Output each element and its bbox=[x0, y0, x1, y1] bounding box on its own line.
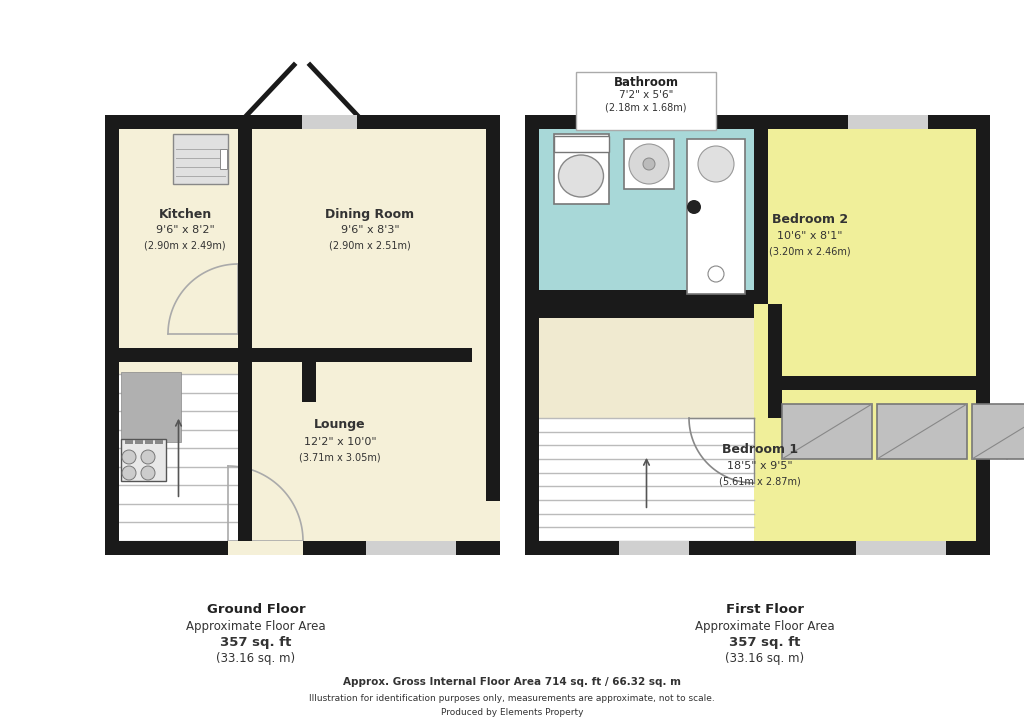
Bar bbox=[366, 541, 456, 555]
Circle shape bbox=[141, 450, 155, 464]
Text: 18'5" x 9'5": 18'5" x 9'5" bbox=[727, 461, 793, 471]
Bar bbox=[252, 348, 302, 362]
Bar bbox=[173, 134, 228, 184]
Bar bbox=[228, 541, 303, 555]
Text: First Floor: First Floor bbox=[726, 603, 804, 616]
Bar bbox=[486, 115, 500, 555]
Bar bbox=[145, 440, 153, 444]
Text: (33.16 sq. m): (33.16 sq. m) bbox=[725, 652, 805, 665]
Bar bbox=[121, 372, 181, 442]
Bar bbox=[525, 115, 539, 555]
Bar bbox=[525, 115, 990, 555]
Text: 357 sq. ft: 357 sq. ft bbox=[729, 636, 801, 649]
Bar bbox=[119, 348, 238, 362]
Text: (5.61m x 2.87m): (5.61m x 2.87m) bbox=[719, 477, 801, 487]
Ellipse shape bbox=[558, 155, 603, 197]
Circle shape bbox=[708, 266, 724, 282]
Text: Bathroom: Bathroom bbox=[613, 75, 679, 88]
Bar bbox=[525, 541, 990, 555]
Bar bbox=[554, 134, 609, 204]
Bar bbox=[754, 129, 768, 304]
Bar bbox=[877, 404, 967, 459]
Circle shape bbox=[643, 158, 655, 170]
Bar bbox=[125, 440, 133, 444]
Bar bbox=[302, 115, 357, 129]
Text: Produced by Elements Property: Produced by Elements Property bbox=[440, 708, 584, 717]
Circle shape bbox=[122, 450, 136, 464]
Bar bbox=[575, 72, 716, 130]
Circle shape bbox=[687, 200, 701, 214]
Text: (33.16 sq. m): (33.16 sq. m) bbox=[216, 652, 296, 665]
Bar bbox=[539, 418, 754, 541]
Text: Kitchen: Kitchen bbox=[159, 208, 212, 221]
Bar bbox=[687, 139, 745, 294]
Text: Ground Floor: Ground Floor bbox=[207, 603, 305, 616]
Bar bbox=[135, 440, 143, 444]
Circle shape bbox=[141, 466, 155, 480]
Text: (2.18m x 1.68m): (2.18m x 1.68m) bbox=[605, 103, 687, 113]
Bar bbox=[554, 136, 609, 152]
Text: (2.90m x 2.51m): (2.90m x 2.51m) bbox=[329, 241, 411, 251]
Bar bbox=[976, 115, 990, 555]
Text: 9'6" x 8'3": 9'6" x 8'3" bbox=[341, 225, 399, 235]
Text: (3.20m x 2.46m): (3.20m x 2.46m) bbox=[769, 247, 851, 257]
Text: Lounge: Lounge bbox=[314, 418, 366, 431]
Bar bbox=[539, 290, 768, 304]
Bar bbox=[782, 376, 976, 390]
Text: 357 sq. ft: 357 sq. ft bbox=[220, 636, 292, 649]
Bar bbox=[302, 348, 316, 402]
Text: Approximate Floor Area: Approximate Floor Area bbox=[186, 620, 326, 633]
Bar bbox=[848, 115, 928, 129]
Bar bbox=[486, 501, 500, 541]
Bar bbox=[525, 115, 990, 129]
Bar bbox=[618, 541, 689, 555]
Bar bbox=[624, 139, 674, 189]
Bar bbox=[119, 374, 238, 541]
Bar bbox=[316, 348, 436, 362]
Bar bbox=[856, 541, 946, 555]
Text: 9'6" x 8'2": 9'6" x 8'2" bbox=[156, 225, 214, 235]
Bar bbox=[105, 541, 500, 555]
Ellipse shape bbox=[629, 144, 669, 184]
Text: (3.71m x 3.05m): (3.71m x 3.05m) bbox=[299, 453, 381, 463]
Text: 12'2" x 10'0": 12'2" x 10'0" bbox=[304, 437, 376, 447]
Bar bbox=[105, 115, 119, 555]
Bar bbox=[422, 348, 472, 362]
Text: 10'6" x 8'1": 10'6" x 8'1" bbox=[777, 231, 843, 241]
Text: Bedroom 2: Bedroom 2 bbox=[772, 213, 848, 226]
Bar bbox=[121, 439, 166, 481]
Text: Approx. Gross Internal Floor Area 714 sq. ft / 66.32 sq. m: Approx. Gross Internal Floor Area 714 sq… bbox=[343, 677, 681, 687]
Text: Bedroom 1: Bedroom 1 bbox=[722, 443, 798, 456]
Text: (2.90m x 2.49m): (2.90m x 2.49m) bbox=[144, 241, 226, 251]
Bar bbox=[616, 115, 676, 129]
Text: 7'2" x 5'6": 7'2" x 5'6" bbox=[618, 90, 673, 100]
Bar bbox=[105, 115, 500, 555]
Text: Dining Room: Dining Room bbox=[326, 208, 415, 221]
Bar bbox=[782, 404, 872, 459]
Circle shape bbox=[698, 146, 734, 182]
Bar bbox=[155, 440, 163, 444]
Text: Approximate Floor Area: Approximate Floor Area bbox=[695, 620, 835, 633]
Bar bbox=[238, 129, 252, 541]
Circle shape bbox=[122, 466, 136, 480]
Text: Illustration for identification purposes only, measurements are approximate, not: Illustration for identification purposes… bbox=[309, 694, 715, 703]
Bar bbox=[539, 304, 754, 318]
Bar bbox=[539, 318, 754, 418]
Bar bbox=[220, 149, 227, 169]
Bar bbox=[105, 115, 500, 129]
Bar bbox=[768, 304, 782, 418]
Bar bbox=[972, 404, 1024, 459]
Bar bbox=[539, 129, 754, 304]
